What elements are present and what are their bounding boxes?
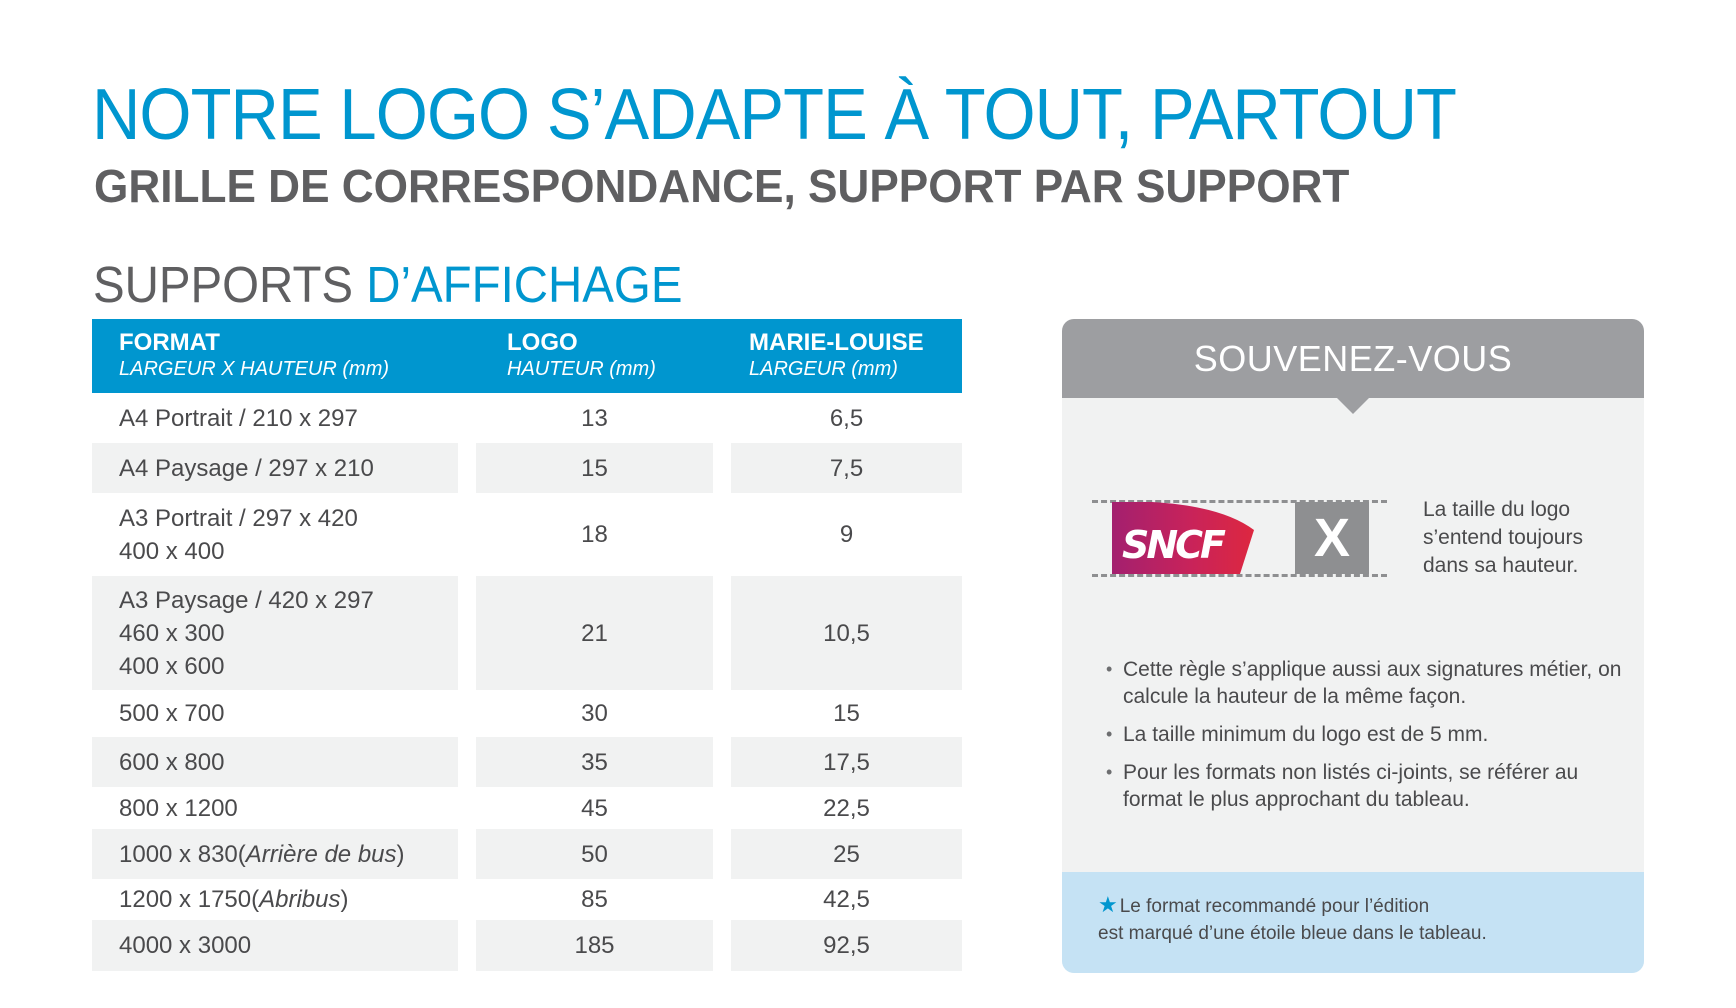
table-row: 500 x 700 30 15 (92, 690, 962, 737)
marie-louise-cell: 42,5 (823, 886, 870, 913)
logo-height-cell: 185 (476, 920, 713, 971)
table-header: FORMAT LARGEUR X HAUTEUR (mm) LOGO HAUTE… (92, 319, 962, 393)
marie-louise-cell: 10,5 (731, 576, 962, 690)
dashed-guide-top (1092, 500, 1387, 503)
table-row: A4 Paysage / 297 x 210 15 7,5 (92, 443, 962, 493)
panel-pointer-arrow (1337, 398, 1369, 414)
rule-item: Cette règle s’applique aussi aux signatu… (1106, 656, 1626, 710)
format-cell: 4000 x 3000 (92, 920, 458, 971)
section-title: SUPPORTS D’AFFICHAGE (93, 254, 682, 316)
logo-size-diagram: SNCF X (1092, 500, 1392, 580)
marie-louise-cell: 15 (833, 700, 860, 727)
logo-height-cell: 18 (581, 521, 608, 548)
marie-louise-cell: 9 (839, 521, 854, 548)
column-header-marie-louise: MARIE-LOUISE LARGEUR (mm) (749, 329, 924, 380)
page-title: NOTRE LOGO S’ADAPTE À TOUT, PARTOUT (92, 75, 1457, 155)
star-icon: ★ (1098, 892, 1118, 917)
section-title-part2: D’AFFICHAGE (366, 256, 683, 313)
format-cell: 800 x 1200 (119, 794, 238, 822)
table-row: 1000 x 830 (Arrière de bus) 50 25 (92, 829, 962, 879)
logo-height-cell: 13 (581, 404, 608, 432)
table-row: 4000 x 3000 185 92,5 (92, 920, 962, 971)
format-cell: 1000 x 830 (Arrière de bus) (92, 829, 458, 879)
table-row: A3 Portrait / 297 x 420 400 x 400 18 9 (92, 493, 962, 576)
format-cell: A3 Paysage / 420 x 297 460 x 300 400 x 6… (92, 576, 458, 690)
format-cell: A4 Paysage / 297 x 210 (92, 443, 458, 493)
table-row: 800 x 1200 45 22,5 (92, 787, 962, 829)
logo-height-cell: 15 (476, 443, 713, 493)
format-cell: 600 x 800 (92, 737, 458, 787)
format-cell: A3 Portrait / 297 x 420 400 x 400 (119, 504, 358, 565)
logo-height-cell: 85 (581, 886, 608, 913)
format-cell: A4 Portrait / 210 x 297 (119, 404, 358, 432)
marie-louise-cell: 92,5 (731, 920, 962, 971)
format-cell: 1200 x 1750 (Abribus) (119, 886, 349, 913)
logo-height-cell: 21 (476, 576, 713, 690)
reminder-panel: SOUVENEZ-VOUS SNCF X La taille du logo s… (1062, 319, 1644, 973)
marie-louise-cell: 22,5 (823, 794, 870, 822)
marie-louise-cell: 7,5 (731, 443, 962, 493)
marie-louise-cell: 25 (731, 829, 962, 879)
table-row: 600 x 800 35 17,5 (92, 737, 962, 787)
column-header-format: FORMAT LARGEUR X HAUTEUR (mm) (119, 329, 390, 380)
table-row: A4 Portrait / 210 x 297 13 6,5 (92, 393, 962, 443)
recommended-format-note: ★ Le format recommandé pour l’édition est… (1062, 872, 1644, 973)
svg-text:SNCF: SNCF (1122, 523, 1226, 567)
rule-item: Pour les formats non listés ci-joints, s… (1106, 759, 1626, 813)
sncf-logo-icon: SNCF (1112, 502, 1254, 574)
rules-list: Cette règle s’applique aussi aux signatu… (1106, 656, 1626, 824)
section-title-part1: SUPPORTS (93, 256, 367, 313)
panel-title: SOUVENEZ-VOUS (1062, 319, 1644, 398)
table-row: A3 Paysage / 420 x 297 460 x 300 400 x 6… (92, 576, 962, 690)
logo-caption: La taille du logo s’entend toujours dans… (1423, 498, 1583, 577)
page-subtitle: GRILLE DE CORRESPONDANCE, SUPPORT PAR SU… (94, 160, 1350, 212)
marie-louise-cell: 6,5 (829, 404, 864, 432)
table-row: 1200 x 1750 (Abribus) 85 42,5 (92, 879, 962, 920)
marie-louise-cell: 17,5 (731, 737, 962, 787)
correspondence-table: FORMAT LARGEUR X HAUTEUR (mm) LOGO HAUTE… (92, 319, 962, 971)
x-height-box: X (1295, 502, 1369, 574)
dashed-guide-bottom (1092, 574, 1387, 577)
logo-height-cell: 45 (581, 794, 608, 822)
format-cell: 500 x 700 (119, 700, 225, 727)
column-header-logo: LOGO HAUTEUR (mm) (507, 329, 656, 380)
rule-item: La taille minimum du logo est de 5 mm. (1106, 721, 1626, 748)
logo-height-cell: 30 (581, 700, 608, 727)
logo-height-cell: 35 (476, 737, 713, 787)
logo-height-cell: 50 (476, 829, 713, 879)
